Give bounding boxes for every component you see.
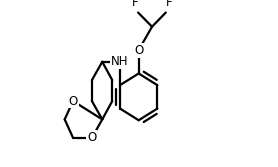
Text: O: O — [134, 44, 143, 57]
Text: F: F — [166, 0, 172, 9]
Text: NH: NH — [111, 55, 129, 68]
Text: F: F — [131, 0, 138, 9]
Text: O: O — [68, 95, 78, 108]
Text: O: O — [87, 131, 96, 144]
